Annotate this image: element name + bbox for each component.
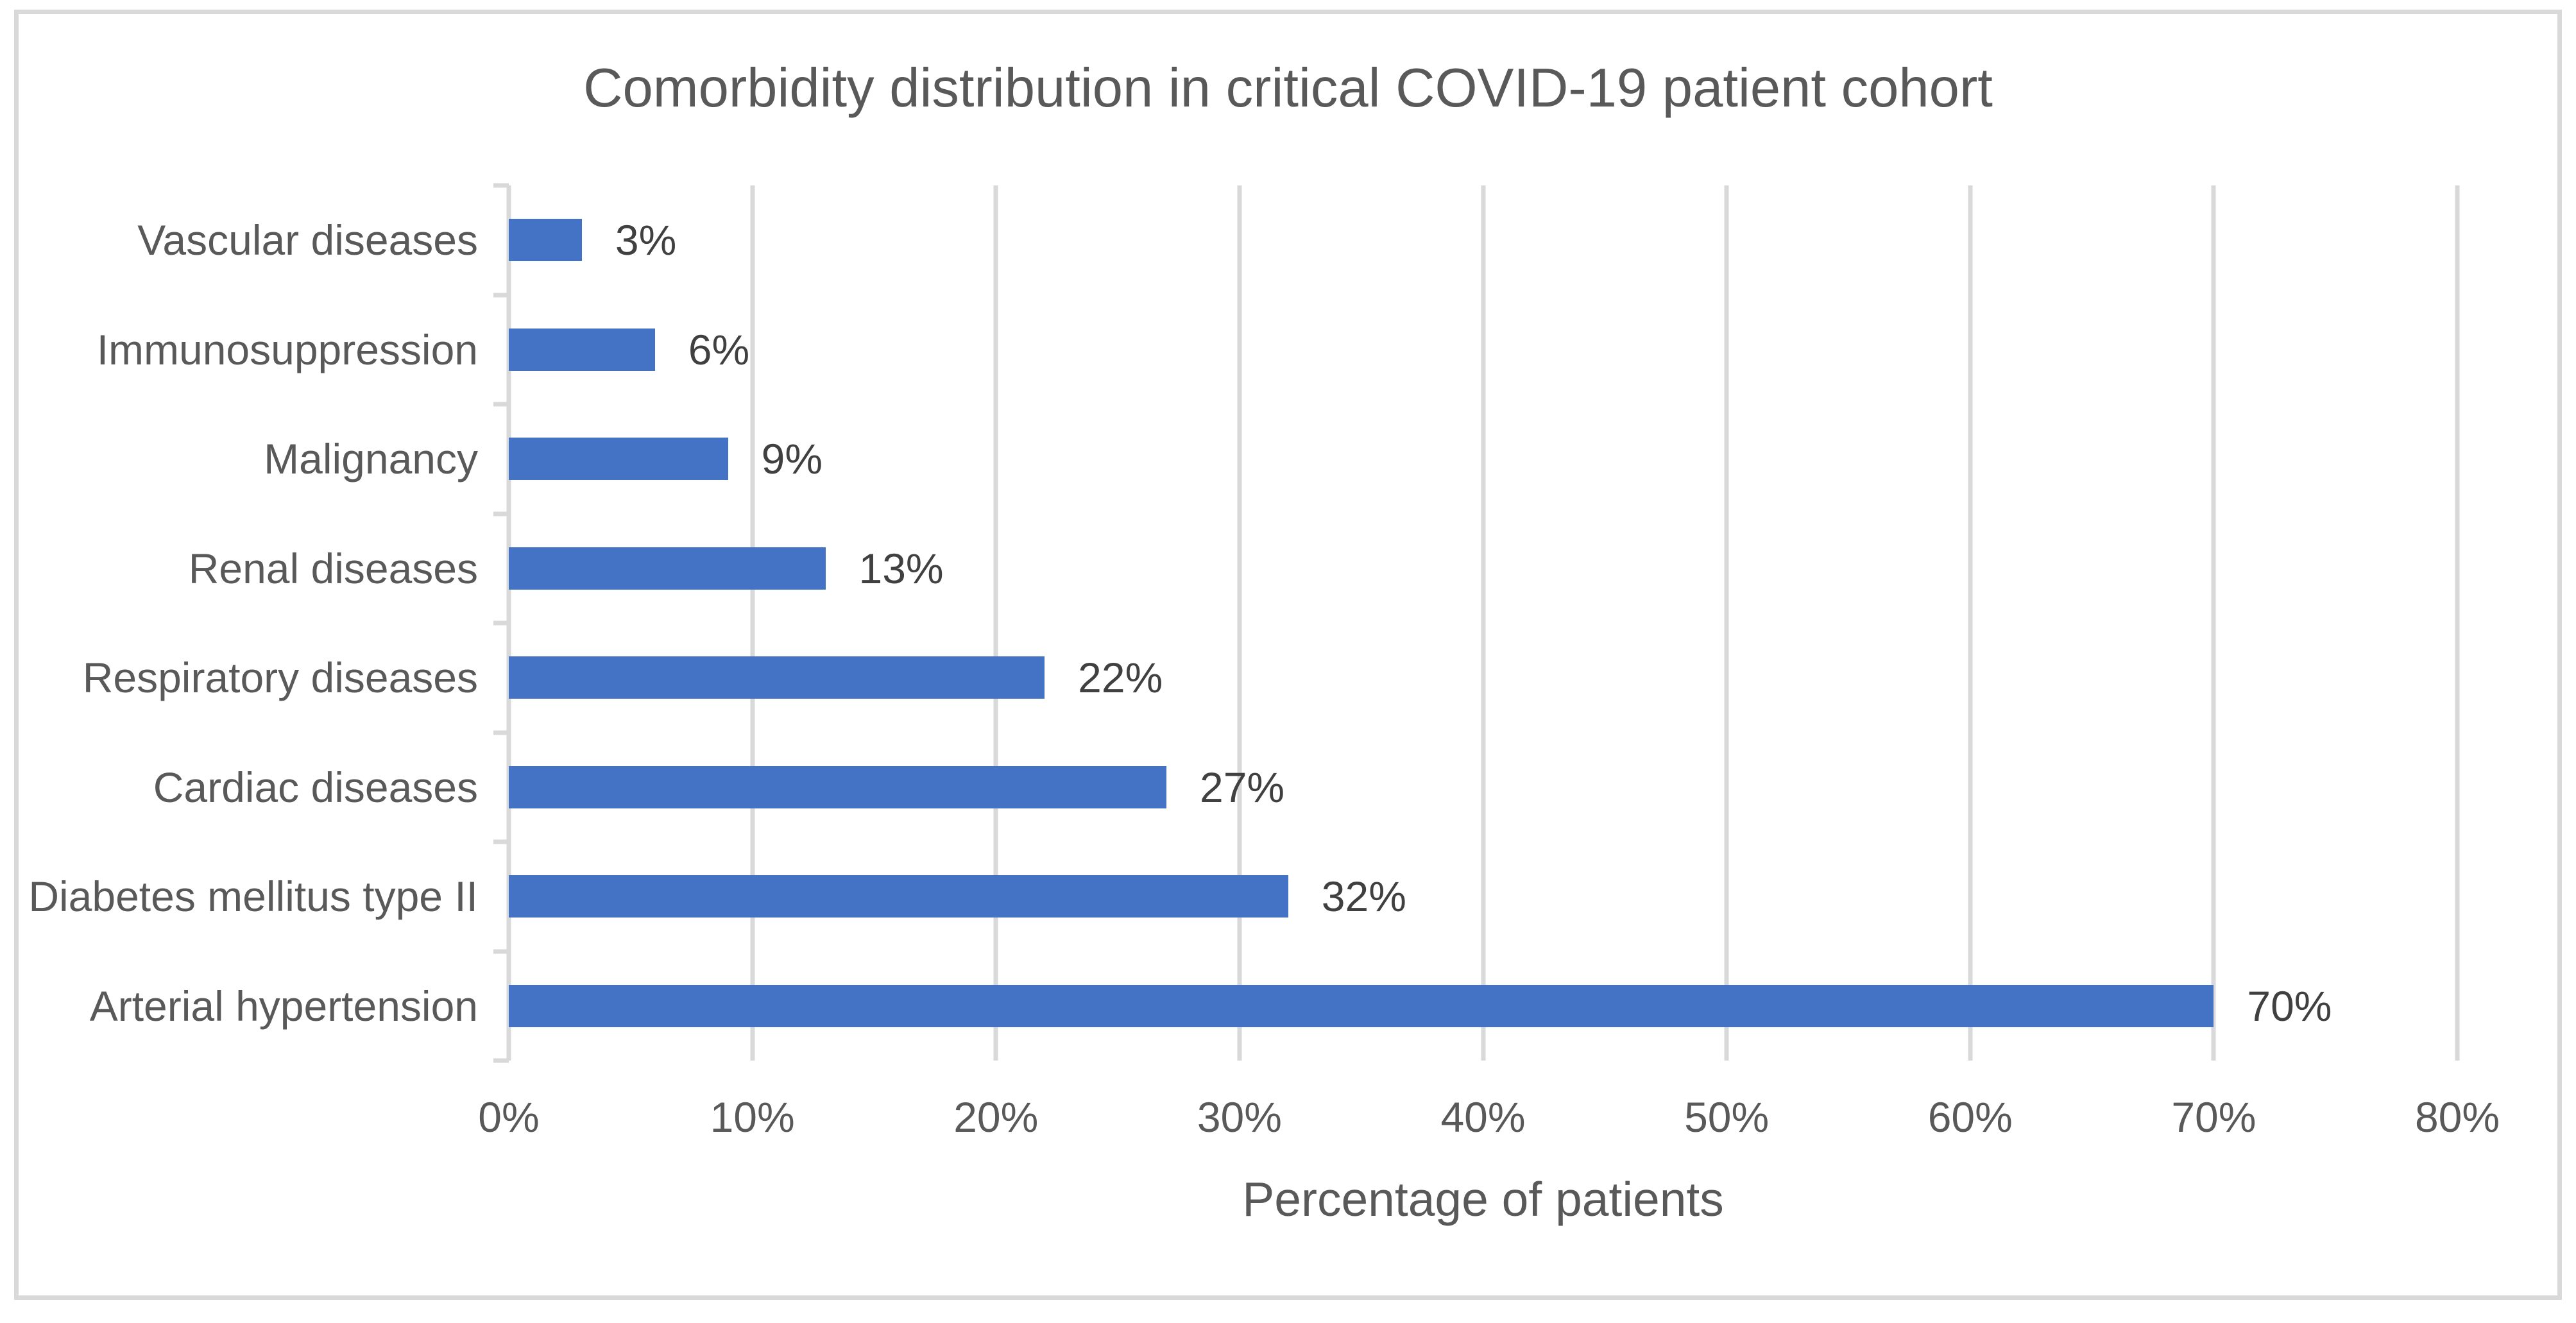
x-tick-label: 10% [710, 1093, 795, 1141]
y-axis-tick [493, 1058, 509, 1063]
x-tick-label: 30% [1197, 1093, 1282, 1141]
x-tick-label: 60% [1927, 1093, 2013, 1141]
x-tick-label: 50% [1684, 1093, 1770, 1141]
bar [509, 328, 655, 371]
category-label: Immunosuppression [96, 325, 478, 373]
bar [509, 438, 728, 481]
x-gridline [1968, 185, 1973, 1061]
bar-value-label: 13% [858, 544, 944, 592]
plot-area: 0% 10% 20% 30% 40% 50% 60% 70% 80% 3% 6% 9% 13% 22% 27… [478, 183, 2500, 1138]
bar [509, 984, 2214, 1027]
category-label: Diabetes mellitus type II [28, 873, 478, 921]
category-label: Arterial hypertension [89, 982, 478, 1030]
bar-value-label: 6% [688, 325, 750, 373]
bar-value-label: 32% [1321, 873, 1406, 921]
y-axis-tick [493, 730, 509, 735]
y-axis-tick [493, 402, 509, 407]
chart-title: Comorbidity distribution in critical COV… [583, 58, 1993, 119]
category-label: Respiratory diseases [82, 654, 478, 702]
y-axis-tick [493, 293, 509, 297]
y-axis-tick [493, 183, 509, 188]
x-gridline [750, 185, 755, 1061]
bar-value-label: 3% [615, 216, 677, 264]
x-axis-title: Percentage of patients [1242, 1172, 1724, 1226]
y-axis-line [506, 185, 511, 1061]
category-label: Vascular diseases [137, 216, 478, 264]
x-gridline [1481, 185, 1485, 1061]
bar-value-label: 9% [761, 435, 823, 483]
y-axis-tick [493, 949, 509, 953]
bar [509, 547, 826, 590]
bar [509, 656, 1045, 699]
bar [509, 875, 1288, 918]
y-axis-tick [493, 839, 509, 844]
x-gridline [2455, 185, 2460, 1061]
x-gridline [1724, 185, 1729, 1061]
bar [509, 219, 582, 262]
x-tick-label: 70% [2171, 1093, 2256, 1141]
bar [509, 765, 1166, 808]
y-axis-tick [493, 620, 509, 626]
x-tick-label: 20% [953, 1093, 1039, 1141]
x-tick-label: 0% [478, 1093, 540, 1141]
x-tick-label: 80% [2414, 1093, 2500, 1141]
x-gridline [2211, 185, 2216, 1061]
bar-value-label: 70% [2247, 982, 2332, 1030]
category-label: Cardiac diseases [153, 763, 478, 811]
bar-value-label: 22% [1078, 654, 1163, 702]
y-axis-tick [493, 511, 509, 516]
bar-value-label: 27% [1199, 763, 1285, 811]
category-label: Malignancy [264, 435, 478, 483]
category-label: Renal diseases [188, 544, 478, 592]
x-gridline [1237, 185, 1242, 1061]
x-tick-label: 40% [1440, 1093, 1526, 1141]
x-gridline [993, 185, 998, 1061]
